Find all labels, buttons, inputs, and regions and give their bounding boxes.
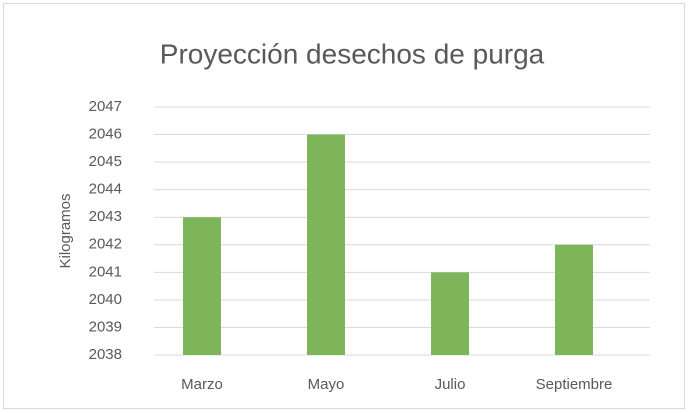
bar — [183, 217, 221, 355]
x-tick-label: Julio — [435, 376, 466, 393]
y-tick-label: 2038 — [89, 346, 122, 363]
bar — [431, 272, 469, 355]
y-tick-label: 2047 — [89, 98, 122, 115]
y-tick-label: 2039 — [89, 318, 122, 335]
x-tick-label: Mayo — [308, 376, 345, 393]
x-tick-label: Marzo — [181, 376, 223, 393]
y-tick-label: 2040 — [89, 291, 122, 308]
y-axis-label: Kilogramos — [57, 193, 74, 268]
bar — [307, 134, 345, 355]
y-tick-label: 2041 — [89, 263, 122, 280]
x-tick-label: Septiembre — [536, 376, 613, 393]
y-tick-label: 2042 — [89, 236, 122, 253]
y-tick-label: 2044 — [89, 181, 122, 198]
bar — [555, 244, 593, 355]
y-tick-label: 2043 — [89, 208, 122, 225]
y-tick-label: 2046 — [89, 126, 122, 143]
y-tick-label: 2045 — [89, 153, 122, 170]
chart-title: Proyección desechos de purga — [160, 38, 545, 69]
